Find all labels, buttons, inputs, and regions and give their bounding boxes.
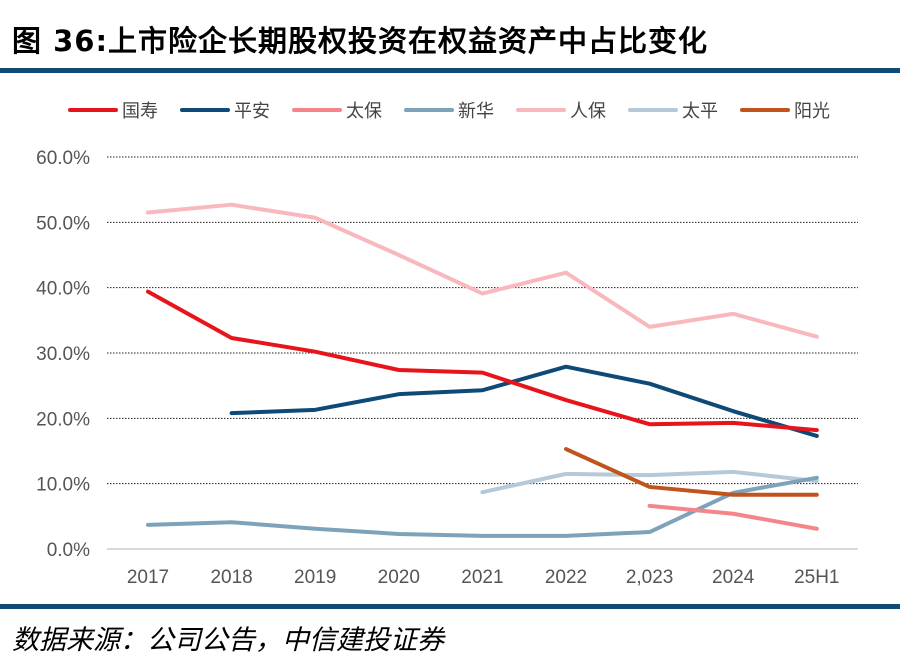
series-line-阳光 — [564, 447, 819, 497]
y-tick-label: 60.0% — [36, 148, 90, 169]
legend-label: 国寿 — [122, 101, 158, 122]
legend-label: 人保 — [570, 101, 606, 122]
x-tick-label: 2,023 — [626, 567, 674, 588]
series-line-平安 — [229, 364, 819, 438]
y-tick-label: 20.0% — [36, 409, 90, 430]
series-line-人保 — [146, 202, 819, 339]
x-tick-label: 2019 — [294, 567, 336, 588]
series-line-太平 — [480, 469, 819, 495]
bottom-divider — [0, 604, 900, 609]
source-note: 数据来源：公司公告，中信建投证券 — [12, 625, 444, 656]
x-tick-label: 2024 — [712, 567, 755, 588]
x-tick-label: 2022 — [545, 567, 587, 588]
legend-label: 平安 — [234, 101, 270, 122]
top-divider — [0, 68, 900, 73]
x-tick-label: 2018 — [210, 567, 252, 588]
x-tick-label: 2021 — [461, 567, 503, 588]
y-tick-label: 50.0% — [36, 213, 90, 234]
y-tick-label: 30.0% — [36, 344, 90, 365]
chart-title: 图 36:上市险企长期股权投资在权益资产中占比变化 — [12, 24, 709, 58]
y-tick-label: 40.0% — [36, 279, 90, 300]
x-tick-label: 2020 — [378, 567, 420, 588]
line-chart: 0.0% 10.0% 20.0% 30.0% 40.0% 50.0% 60.0% 2017 20… — [36, 101, 858, 588]
series-line-国寿 — [146, 289, 819, 433]
legend-label: 新华 — [458, 101, 494, 122]
x-tick-label: 2017 — [127, 567, 169, 588]
legend-label: 太保 — [346, 101, 382, 122]
y-tick-label: 10.0% — [36, 475, 90, 496]
legend-label: 太平 — [682, 101, 718, 122]
series-line-新华 — [146, 475, 819, 538]
series-line-太保 — [647, 503, 819, 531]
y-tick-label: 0.0% — [47, 540, 90, 561]
x-tick-label: 25H1 — [794, 567, 839, 588]
legend-label: 阳光 — [794, 101, 830, 122]
